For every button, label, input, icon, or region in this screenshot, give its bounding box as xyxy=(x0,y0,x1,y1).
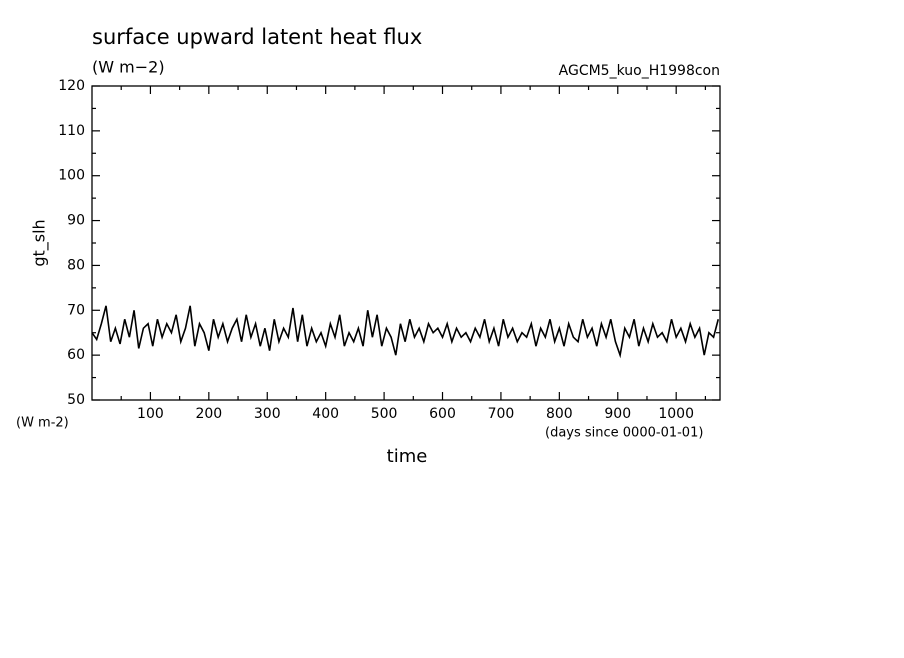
y-axis-label: gt_slh xyxy=(30,219,50,266)
experiment-label: AGCM5_kuo_H1998con xyxy=(559,63,720,79)
y-tick-label: 100 xyxy=(58,168,85,184)
x-tick-label: 600 xyxy=(429,406,456,422)
x-tick-label: 300 xyxy=(254,406,281,422)
x-axis-label: time xyxy=(387,446,428,467)
x-tick-label: 1000 xyxy=(658,406,694,422)
y-units: (W m-2) xyxy=(16,416,69,431)
x-tick-label: 400 xyxy=(312,406,339,422)
y-tick-label: 80 xyxy=(67,257,85,273)
x-tick-label: 500 xyxy=(371,406,398,422)
y-tick-label: 70 xyxy=(67,302,85,318)
x-tick-label: 900 xyxy=(604,406,631,422)
y-tick-label: 90 xyxy=(67,213,85,229)
y-tick-label: 110 xyxy=(58,123,85,139)
data-line xyxy=(91,305,720,359)
plot-frame xyxy=(91,85,721,401)
x-units: (days since 0000-01-01) xyxy=(545,426,703,441)
x-tick-label: 800 xyxy=(546,406,573,422)
chart-title: surface upward latent heat flux xyxy=(92,25,422,49)
x-tick-label: 200 xyxy=(195,406,222,422)
y-tick-label: 60 xyxy=(67,347,85,363)
y-tick-label: 50 xyxy=(67,392,85,408)
y-tick-label: 120 xyxy=(58,78,85,94)
chart-subtitle: (W m−2) xyxy=(92,58,165,77)
x-tick-label: 700 xyxy=(488,406,515,422)
x-tick-label: 100 xyxy=(137,406,164,422)
